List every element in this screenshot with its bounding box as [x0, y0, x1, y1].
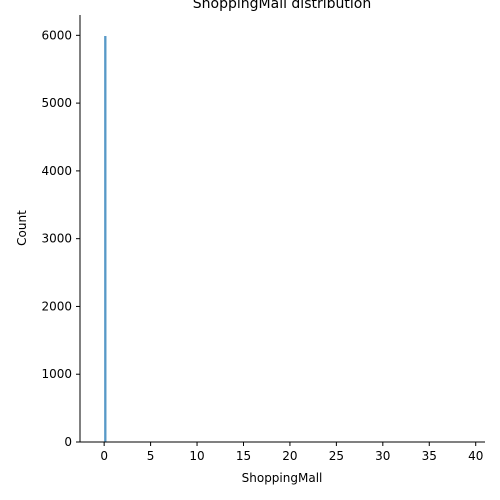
y-tick-label: 2000	[41, 299, 72, 313]
y-tick-label: 3000	[41, 232, 72, 246]
x-tick-label: 40	[468, 449, 483, 463]
x-axis-label: ShoppingMall	[242, 471, 323, 485]
x-tick-label: 25	[329, 449, 344, 463]
chart-title: ShoppingMall distribution	[193, 0, 371, 12]
x-tick-label: 10	[189, 449, 204, 463]
x-tick-label: 30	[375, 449, 390, 463]
x-tick-label: 5	[147, 449, 155, 463]
y-axis-label: Count	[15, 210, 29, 246]
y-tick-label: 0	[64, 435, 72, 449]
y-tick-label: 4000	[41, 164, 72, 178]
x-tick-label: 0	[100, 449, 108, 463]
x-tick-label: 20	[282, 449, 297, 463]
x-ticks-group: 0 5 10 15 20 25 30 35 40	[100, 442, 483, 463]
y-tick-label: 5000	[41, 96, 72, 110]
bars-group	[104, 36, 123, 443]
x-tick-label: 35	[422, 449, 437, 463]
histogram-bar-0	[104, 36, 107, 443]
y-tick-label: 1000	[41, 367, 72, 381]
x-tick-label: 15	[236, 449, 251, 463]
y-ticks-group: 0 1000 2000 3000 4000 5000 6000	[41, 28, 80, 449]
y-tick-label: 6000	[41, 28, 72, 42]
